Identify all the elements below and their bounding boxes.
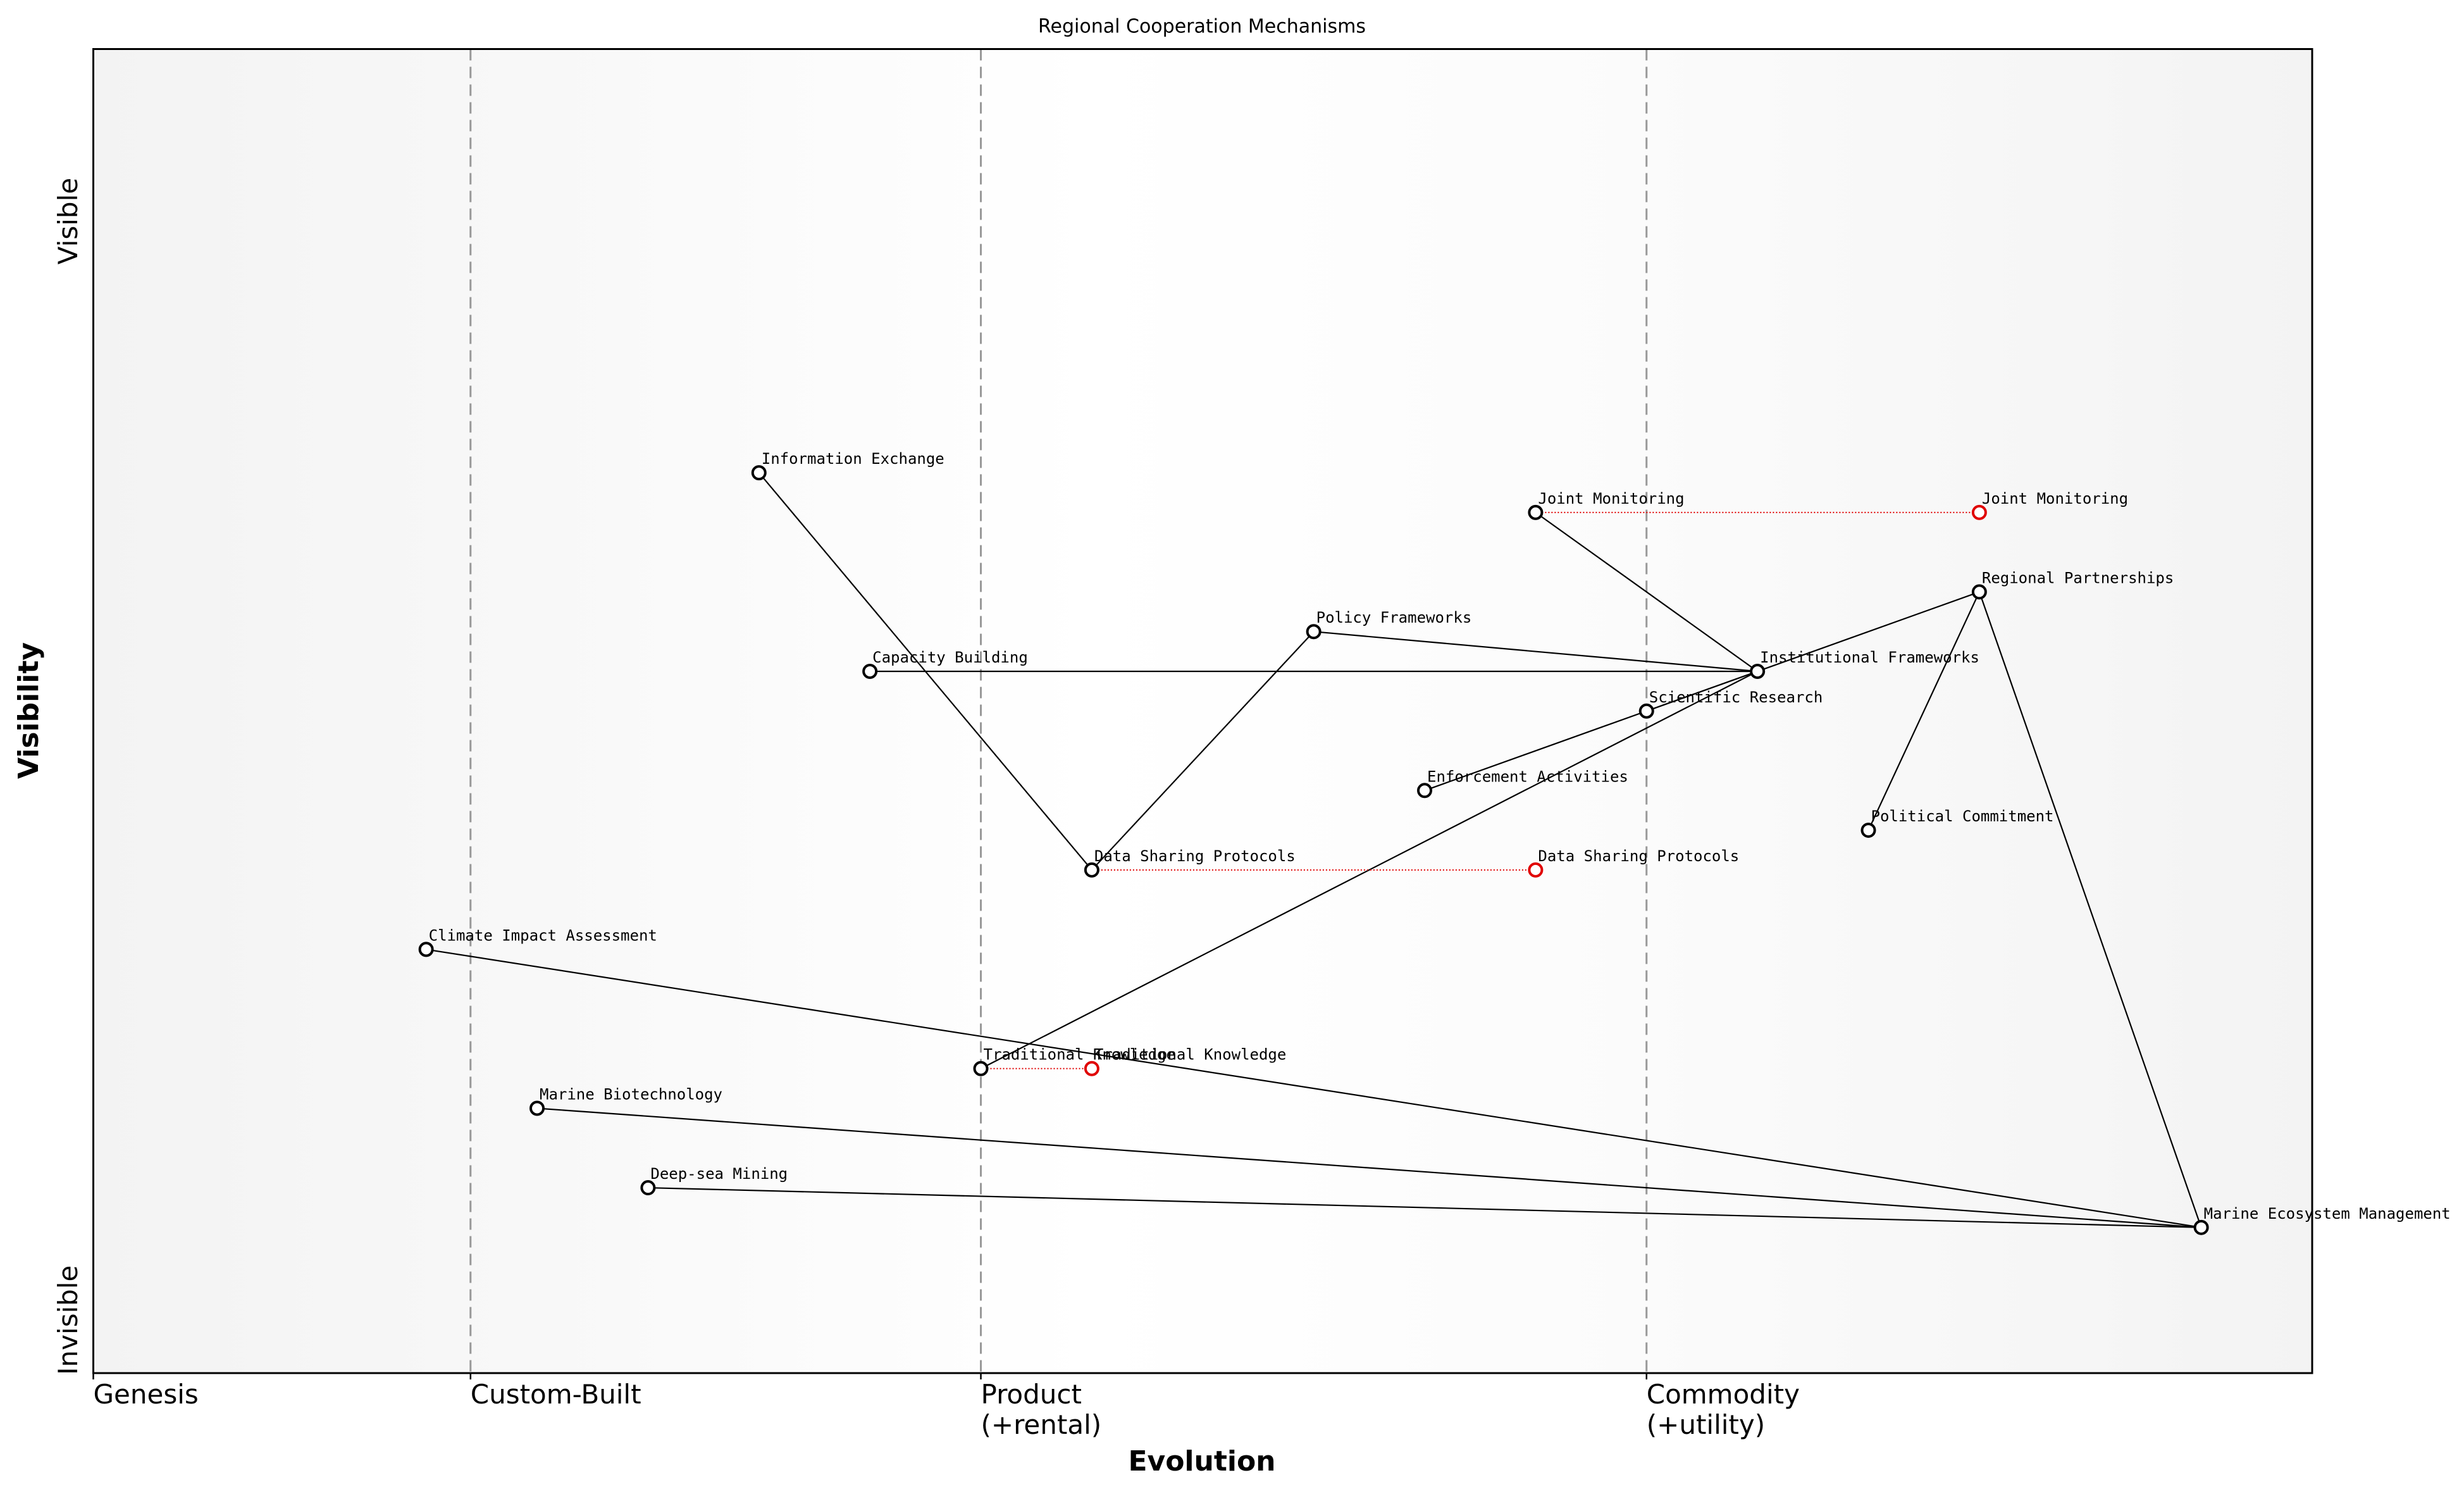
component — [1528, 504, 1544, 520]
component — [529, 1100, 545, 1116]
y-tick-label: Invisible — [53, 1266, 84, 1375]
dependency-link — [1978, 592, 2202, 1228]
component-label: Deep-sea Mining — [650, 1165, 788, 1183]
component-label: Marine Biotechnology — [540, 1086, 722, 1104]
component-label: Data Sharing Protocols — [1094, 847, 1296, 865]
component — [1750, 663, 1766, 679]
nodes-layer: Joint Monitoring Data Sharing Protocols Tr… — [418, 450, 2451, 1235]
component — [1971, 584, 1987, 600]
y-axis-title: Visibility — [13, 642, 45, 779]
x-tick-label: Commodity (+utility) — [1647, 1379, 1800, 1440]
component-label: Scientific Research — [1649, 688, 1823, 706]
component — [1417, 783, 1432, 799]
x-tick-label: Genesis — [94, 1379, 199, 1410]
component-label: Policy Frameworks — [1316, 609, 1472, 626]
dependency-link — [1535, 511, 1758, 672]
component-label: Marine Ecosystem Management — [2204, 1205, 2451, 1223]
component — [751, 465, 767, 481]
evolved-component — [1971, 504, 1987, 520]
dependency-link — [1313, 631, 1758, 673]
component-label: Information Exchange — [762, 450, 944, 468]
y-tick-label: Visible — [53, 178, 84, 264]
evolved-component-label: Joint Monitoring — [1982, 490, 2128, 507]
dependency-link — [1646, 670, 1758, 712]
component — [640, 1180, 656, 1196]
component — [418, 942, 434, 957]
plot-frame — [92, 48, 2313, 1374]
component — [1638, 703, 1654, 719]
component — [862, 663, 878, 679]
x-tick-label: Custom-Built — [471, 1379, 641, 1410]
component — [1860, 823, 1876, 838]
dependency-link — [426, 949, 2201, 1228]
evolved-component-label: Data Sharing Protocols — [1538, 847, 1739, 865]
component-label: Political Commitment — [1871, 807, 2054, 825]
component-label: Capacity Building — [872, 649, 1028, 666]
dependency-link — [1757, 591, 1980, 673]
dependency-link — [536, 1107, 2201, 1228]
dependency-link — [980, 670, 1758, 1069]
component-label: Institutional Frameworks — [1760, 649, 1979, 666]
component-label: Enforcement Activities — [1427, 768, 1628, 785]
component-label: Regional Partnerships — [1982, 569, 2174, 587]
dependency-link — [648, 1186, 2201, 1228]
x-axis-title: Evolution — [1128, 1445, 1275, 1478]
links-layer — [426, 472, 2202, 1228]
component — [1306, 624, 1322, 640]
evolved-component — [1084, 1061, 1099, 1076]
x-tick-label: Product (+rental) — [981, 1379, 1102, 1440]
component-label: Traditional Knowledge — [984, 1046, 1175, 1064]
chart-title: Regional Cooperation Mechanisms — [1038, 16, 1366, 38]
component — [2193, 1219, 2209, 1235]
evolved-component-label: Traditional Knowledge — [1094, 1046, 1286, 1064]
component-label: Joint Monitoring — [1538, 490, 1684, 507]
component — [1084, 862, 1099, 878]
plot-background — [93, 49, 2312, 1373]
component — [973, 1061, 989, 1076]
component-label: Climate Impact Assessment — [429, 926, 657, 944]
evolved-component — [1528, 862, 1544, 878]
dependency-link — [1867, 591, 1980, 831]
